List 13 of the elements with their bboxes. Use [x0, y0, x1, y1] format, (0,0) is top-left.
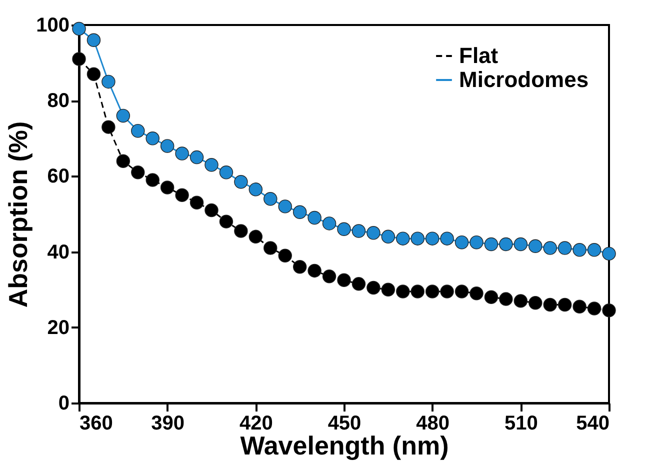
- legend-label: Flat: [459, 43, 499, 68]
- y-tick-label: 60: [47, 166, 70, 188]
- legend-label: Microdomes: [459, 67, 589, 92]
- y-tick-label: 80: [47, 90, 70, 112]
- y-tick-label: 40: [47, 241, 70, 264]
- y-tick-label: 20: [47, 316, 70, 339]
- y-tick-label: 0: [58, 392, 70, 414]
- x-tick-label: 390: [151, 412, 185, 434]
- x-tick-label: 540: [576, 412, 610, 434]
- x-tick-label: 510: [504, 412, 538, 434]
- y-axis-title: Absorption (%): [3, 121, 34, 308]
- x-tick-label: 360: [80, 412, 113, 434]
- y-tick-label: 100: [36, 14, 70, 36]
